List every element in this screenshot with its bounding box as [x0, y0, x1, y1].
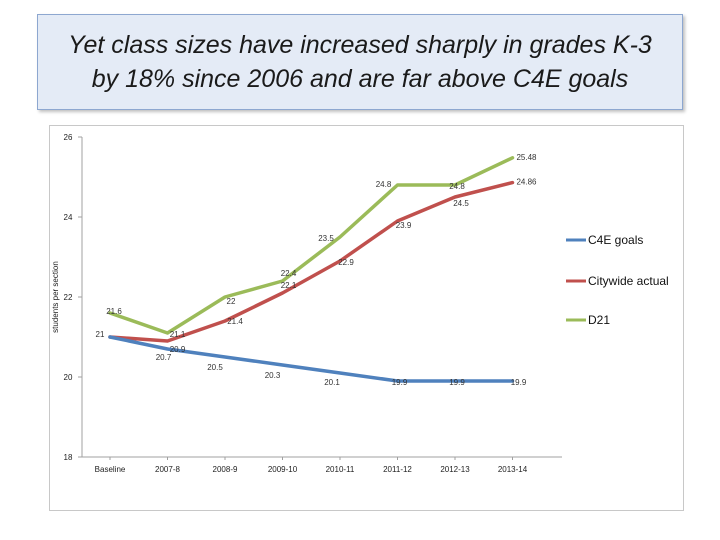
data-label: 20.7 — [156, 353, 172, 362]
data-label: 24.5 — [453, 199, 469, 208]
data-label: 22 — [227, 297, 236, 306]
data-label: 23.9 — [396, 221, 412, 230]
slide-title-box: Yet class sizes have increased sharply i… — [37, 14, 683, 110]
data-label: 21 — [96, 330, 105, 339]
series-line-d21 — [108, 156, 515, 335]
data-label: 22.9 — [338, 258, 354, 267]
legend-label: Citywide actual — [588, 274, 669, 288]
data-label: 19.9 — [449, 378, 465, 387]
y-tick-label: 18 — [64, 453, 73, 462]
y-tick-label: 26 — [64, 133, 73, 142]
x-tick-label: 2007-8 — [155, 465, 180, 474]
x-tick-label: 2013-14 — [498, 465, 528, 474]
data-label: 24.8 — [376, 180, 392, 189]
data-label: 25.48 — [516, 153, 537, 162]
y-axis-title: students per section — [51, 261, 60, 333]
y-tick-label: 22 — [64, 293, 73, 302]
legend-label: D21 — [588, 313, 610, 327]
data-label: 19.9 — [392, 378, 408, 387]
data-label: 23.5 — [318, 234, 334, 243]
data-label: 21.1 — [170, 330, 186, 339]
data-label: 22.4 — [281, 269, 297, 278]
y-tick-label: 24 — [64, 213, 73, 222]
data-label: 24.8 — [449, 182, 465, 191]
data-label: 21.6 — [106, 307, 122, 316]
legend-label: C4E goals — [588, 233, 643, 247]
x-tick-label: 2010-11 — [326, 465, 355, 474]
chart-frame — [49, 125, 684, 511]
series-line-c4e-goals — [108, 335, 515, 383]
x-tick-label: 2012-13 — [440, 465, 470, 474]
slide-title: Yet class sizes have increased sharply i… — [68, 31, 652, 93]
data-label: 20.5 — [207, 363, 223, 372]
data-label: 20.1 — [324, 378, 340, 387]
x-tick-label: Baseline — [95, 465, 126, 474]
data-label: 19.9 — [511, 378, 527, 387]
data-label: 20.3 — [265, 371, 281, 380]
data-label: 21.4 — [227, 317, 243, 326]
data-label: 20.9 — [170, 345, 186, 354]
x-tick-label: 2011-12 — [383, 465, 412, 474]
x-tick-label: 2008-9 — [213, 465, 238, 474]
data-label: 24.86 — [516, 178, 537, 187]
y-tick-label: 20 — [64, 373, 73, 382]
data-label: 22.1 — [281, 281, 297, 290]
x-tick-label: 2009-10 — [268, 465, 298, 474]
series-line-citywide-actual — [108, 180, 515, 343]
